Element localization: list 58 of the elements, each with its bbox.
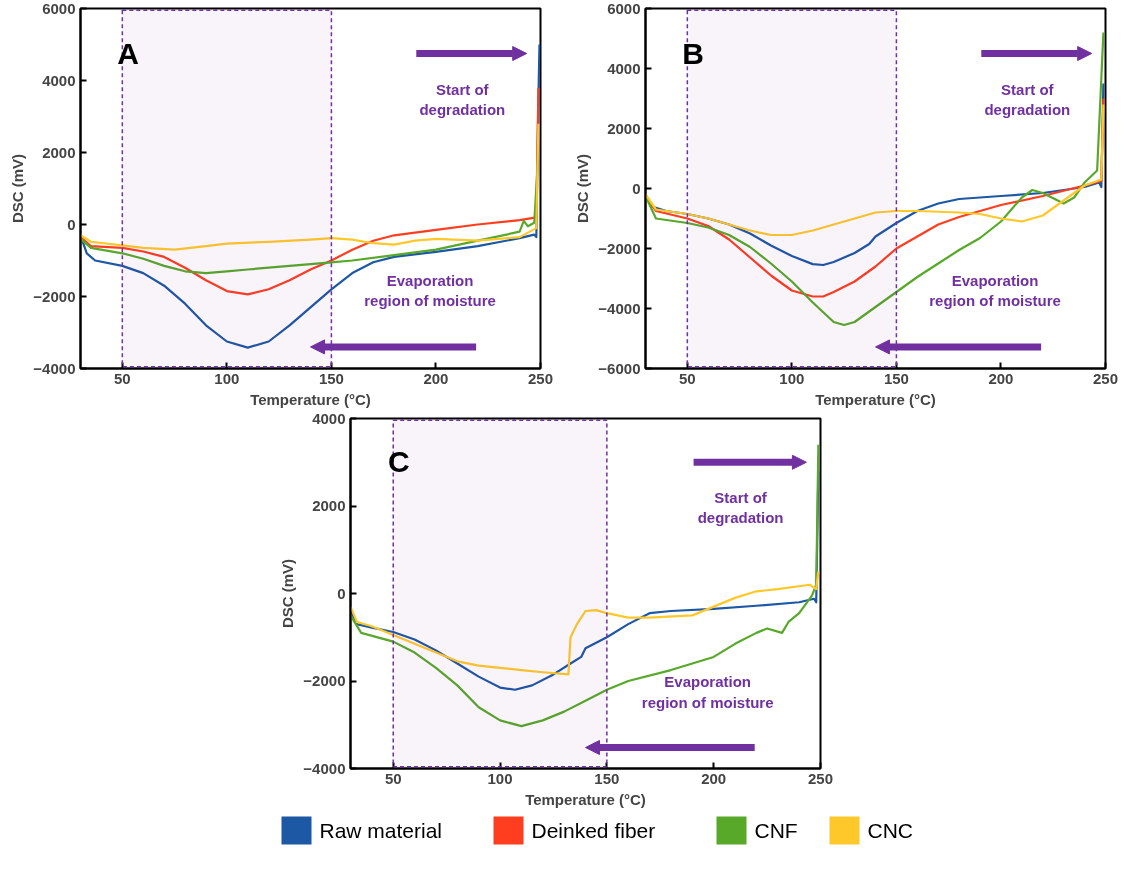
x-tick-label: 150 — [594, 769, 620, 787]
y-tick-label: 2000 — [607, 119, 641, 137]
annotation: Start of degradation — [984, 80, 1071, 118]
x-tick-label: 200 — [701, 769, 727, 787]
y-tick-label: 6000 — [42, 0, 76, 17]
y-tick-label: −2000 — [303, 672, 346, 689]
annotation: Evaporation region of moisture — [641, 673, 774, 711]
x-tick-label: 150 — [318, 369, 344, 387]
x-tick-label: 50 — [678, 369, 696, 387]
x-axis-title: Temperature (°C) — [815, 390, 936, 408]
x-tick-label: 100 — [214, 369, 240, 387]
text: B — [682, 36, 704, 70]
y-tick-label: 0 — [337, 584, 346, 602]
x-tick-label: 50 — [384, 769, 402, 787]
y-axis-title: DSC (mV) — [279, 558, 297, 629]
annotation: Start of degradation — [697, 488, 784, 526]
y-tick-label: 4000 — [312, 409, 346, 427]
x-tick-label: 150 — [883, 369, 909, 387]
y-tick-label: 2000 — [312, 497, 346, 514]
annotation: Evaporation region of moisture — [929, 271, 1061, 310]
line-series — [645, 103, 1105, 237]
x-tick-label: 50 — [113, 369, 131, 387]
x-tick-label: 250 — [1092, 369, 1119, 387]
text: C — [388, 445, 410, 478]
y-tick-label: 4000 — [42, 71, 76, 89]
annotation: Evaporation region of moisture — [364, 271, 496, 310]
y-tick-label: −2000 — [33, 287, 76, 305]
y-axis-title: DSC (mV) — [574, 153, 592, 224]
legend-label: CNC — [867, 819, 913, 842]
y-tick-label: 6000 — [607, 0, 641, 17]
y-tick-label: 0 — [67, 215, 76, 233]
x-axis-title: Temperature (°C) — [525, 790, 646, 808]
y-tick-label: −4000 — [598, 299, 641, 317]
line-series — [80, 122, 540, 251]
legend-label: Raw material — [319, 819, 443, 842]
line-series — [350, 443, 820, 728]
x-tick-label: 250 — [527, 369, 554, 387]
annotation: Start of degradation — [419, 80, 506, 118]
x-tick-label: 100 — [779, 369, 805, 387]
y-tick-label: 4000 — [607, 59, 641, 77]
y-tick-label: −4000 — [303, 759, 346, 777]
y-tick-label: −4000 — [33, 359, 76, 377]
y-axis-title: DSC (mV) — [9, 153, 27, 224]
x-tick-label: 250 — [807, 769, 834, 787]
y-tick-label: 0 — [632, 179, 641, 197]
y-tick-label: 2000 — [42, 143, 76, 161]
y-tick-label: −2000 — [598, 239, 641, 257]
x-tick-label: 100 — [487, 769, 513, 787]
y-tick-label: −6000 — [598, 359, 641, 377]
legend-label: CNF — [754, 819, 798, 842]
legend-label: Deinked fiber — [531, 819, 656, 842]
x-axis-title: Temperature (°C) — [250, 390, 371, 408]
line-series — [80, 86, 540, 296]
text: A — [117, 36, 139, 70]
line-series — [350, 570, 820, 676]
line-series — [645, 31, 1105, 327]
x-tick-label: 200 — [423, 369, 449, 387]
x-tick-label: 200 — [988, 369, 1014, 387]
